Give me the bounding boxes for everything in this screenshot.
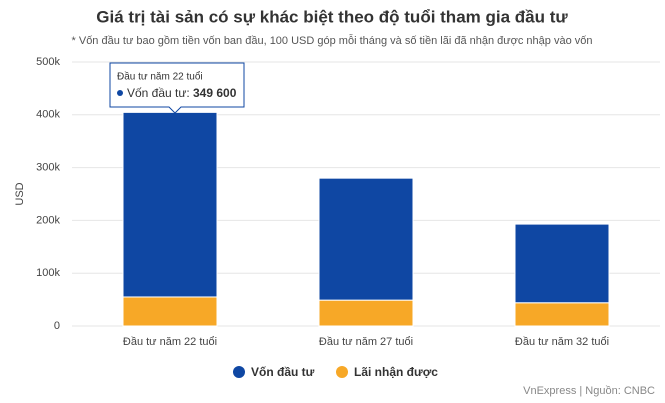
tooltip-box — [109, 62, 245, 114]
legend-marker — [233, 366, 245, 378]
tooltip-label: Vốn đầu tư: — [127, 86, 190, 100]
source: VnExpress | Nguồn: CNBC — [523, 385, 655, 397]
legend-label: Lãi nhận được — [354, 365, 438, 379]
x-tick-label: Đầu tư năm 22 tuổi — [123, 336, 217, 348]
tooltip-value: 349 600 — [193, 86, 237, 100]
tooltip: Đầu tư năm 22 tuổi Vốn đầu tư: 349 600 — [109, 62, 245, 114]
bar-segment — [122, 296, 218, 327]
bar-segment — [122, 111, 218, 298]
bar-segment — [318, 177, 414, 301]
legend-label: Vốn đầu tư — [251, 365, 315, 379]
y-tick-label: 500k — [36, 56, 60, 68]
y-tick-label: 200k — [36, 214, 60, 226]
tooltip-marker — [117, 90, 123, 96]
bar-segment — [514, 223, 610, 304]
y-axis-label: USD — [14, 182, 26, 205]
chart-title: Giá trị tài sản có sự khác biệt theo độ … — [96, 7, 568, 26]
x-tick-label: Đầu tư năm 27 tuổi — [319, 336, 413, 348]
y-tick-label: 0 — [54, 320, 60, 332]
chart-subtitle: * Vốn đầu tư bao gồm tiền vốn ban đầu, 1… — [72, 34, 593, 47]
bar-segment — [514, 302, 610, 327]
y-tick-label: 400k — [36, 109, 60, 121]
y-tick-label: 100k — [36, 267, 60, 279]
legend-marker — [336, 366, 348, 378]
x-tick-label: Đầu tư năm 32 tuổi — [515, 336, 609, 348]
tooltip-title: Đầu tư năm 22 tuổi — [117, 71, 203, 83]
y-tick-label: 300k — [36, 162, 60, 174]
bar-segment — [318, 299, 414, 327]
